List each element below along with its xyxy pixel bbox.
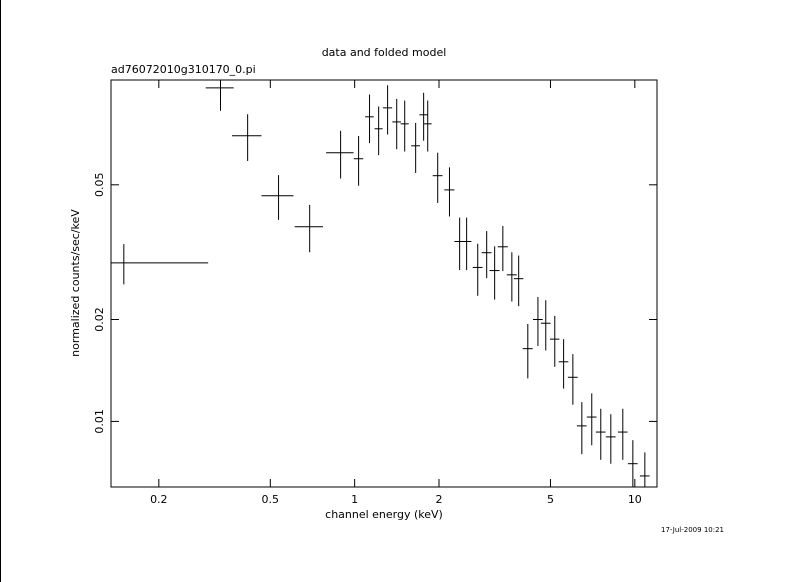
x-tick-label: 5 — [547, 493, 554, 506]
y-tick-label: 0.02 — [93, 307, 106, 332]
timestamp: 17-Jul-2009 10:21 — [661, 526, 724, 534]
x-axis-label: channel energy (keV) — [325, 508, 443, 521]
x-tick-label: 1 — [351, 493, 358, 506]
chart-subtitle: ad76072010g310170_0.pi — [111, 63, 256, 76]
y-tick-label: 0.01 — [93, 409, 106, 434]
plot-frame — [110, 79, 658, 488]
chart-title: data and folded model — [322, 46, 447, 59]
y-axis-label: normalized counts/sec/keV — [69, 209, 82, 357]
x-tick-label: 0.5 — [262, 493, 280, 506]
x-tick-label: 10 — [628, 493, 642, 506]
x-tick-label: 2 — [435, 493, 442, 506]
y-tick-label: 0.05 — [93, 173, 106, 198]
x-tick-label: 0.2 — [150, 493, 168, 506]
